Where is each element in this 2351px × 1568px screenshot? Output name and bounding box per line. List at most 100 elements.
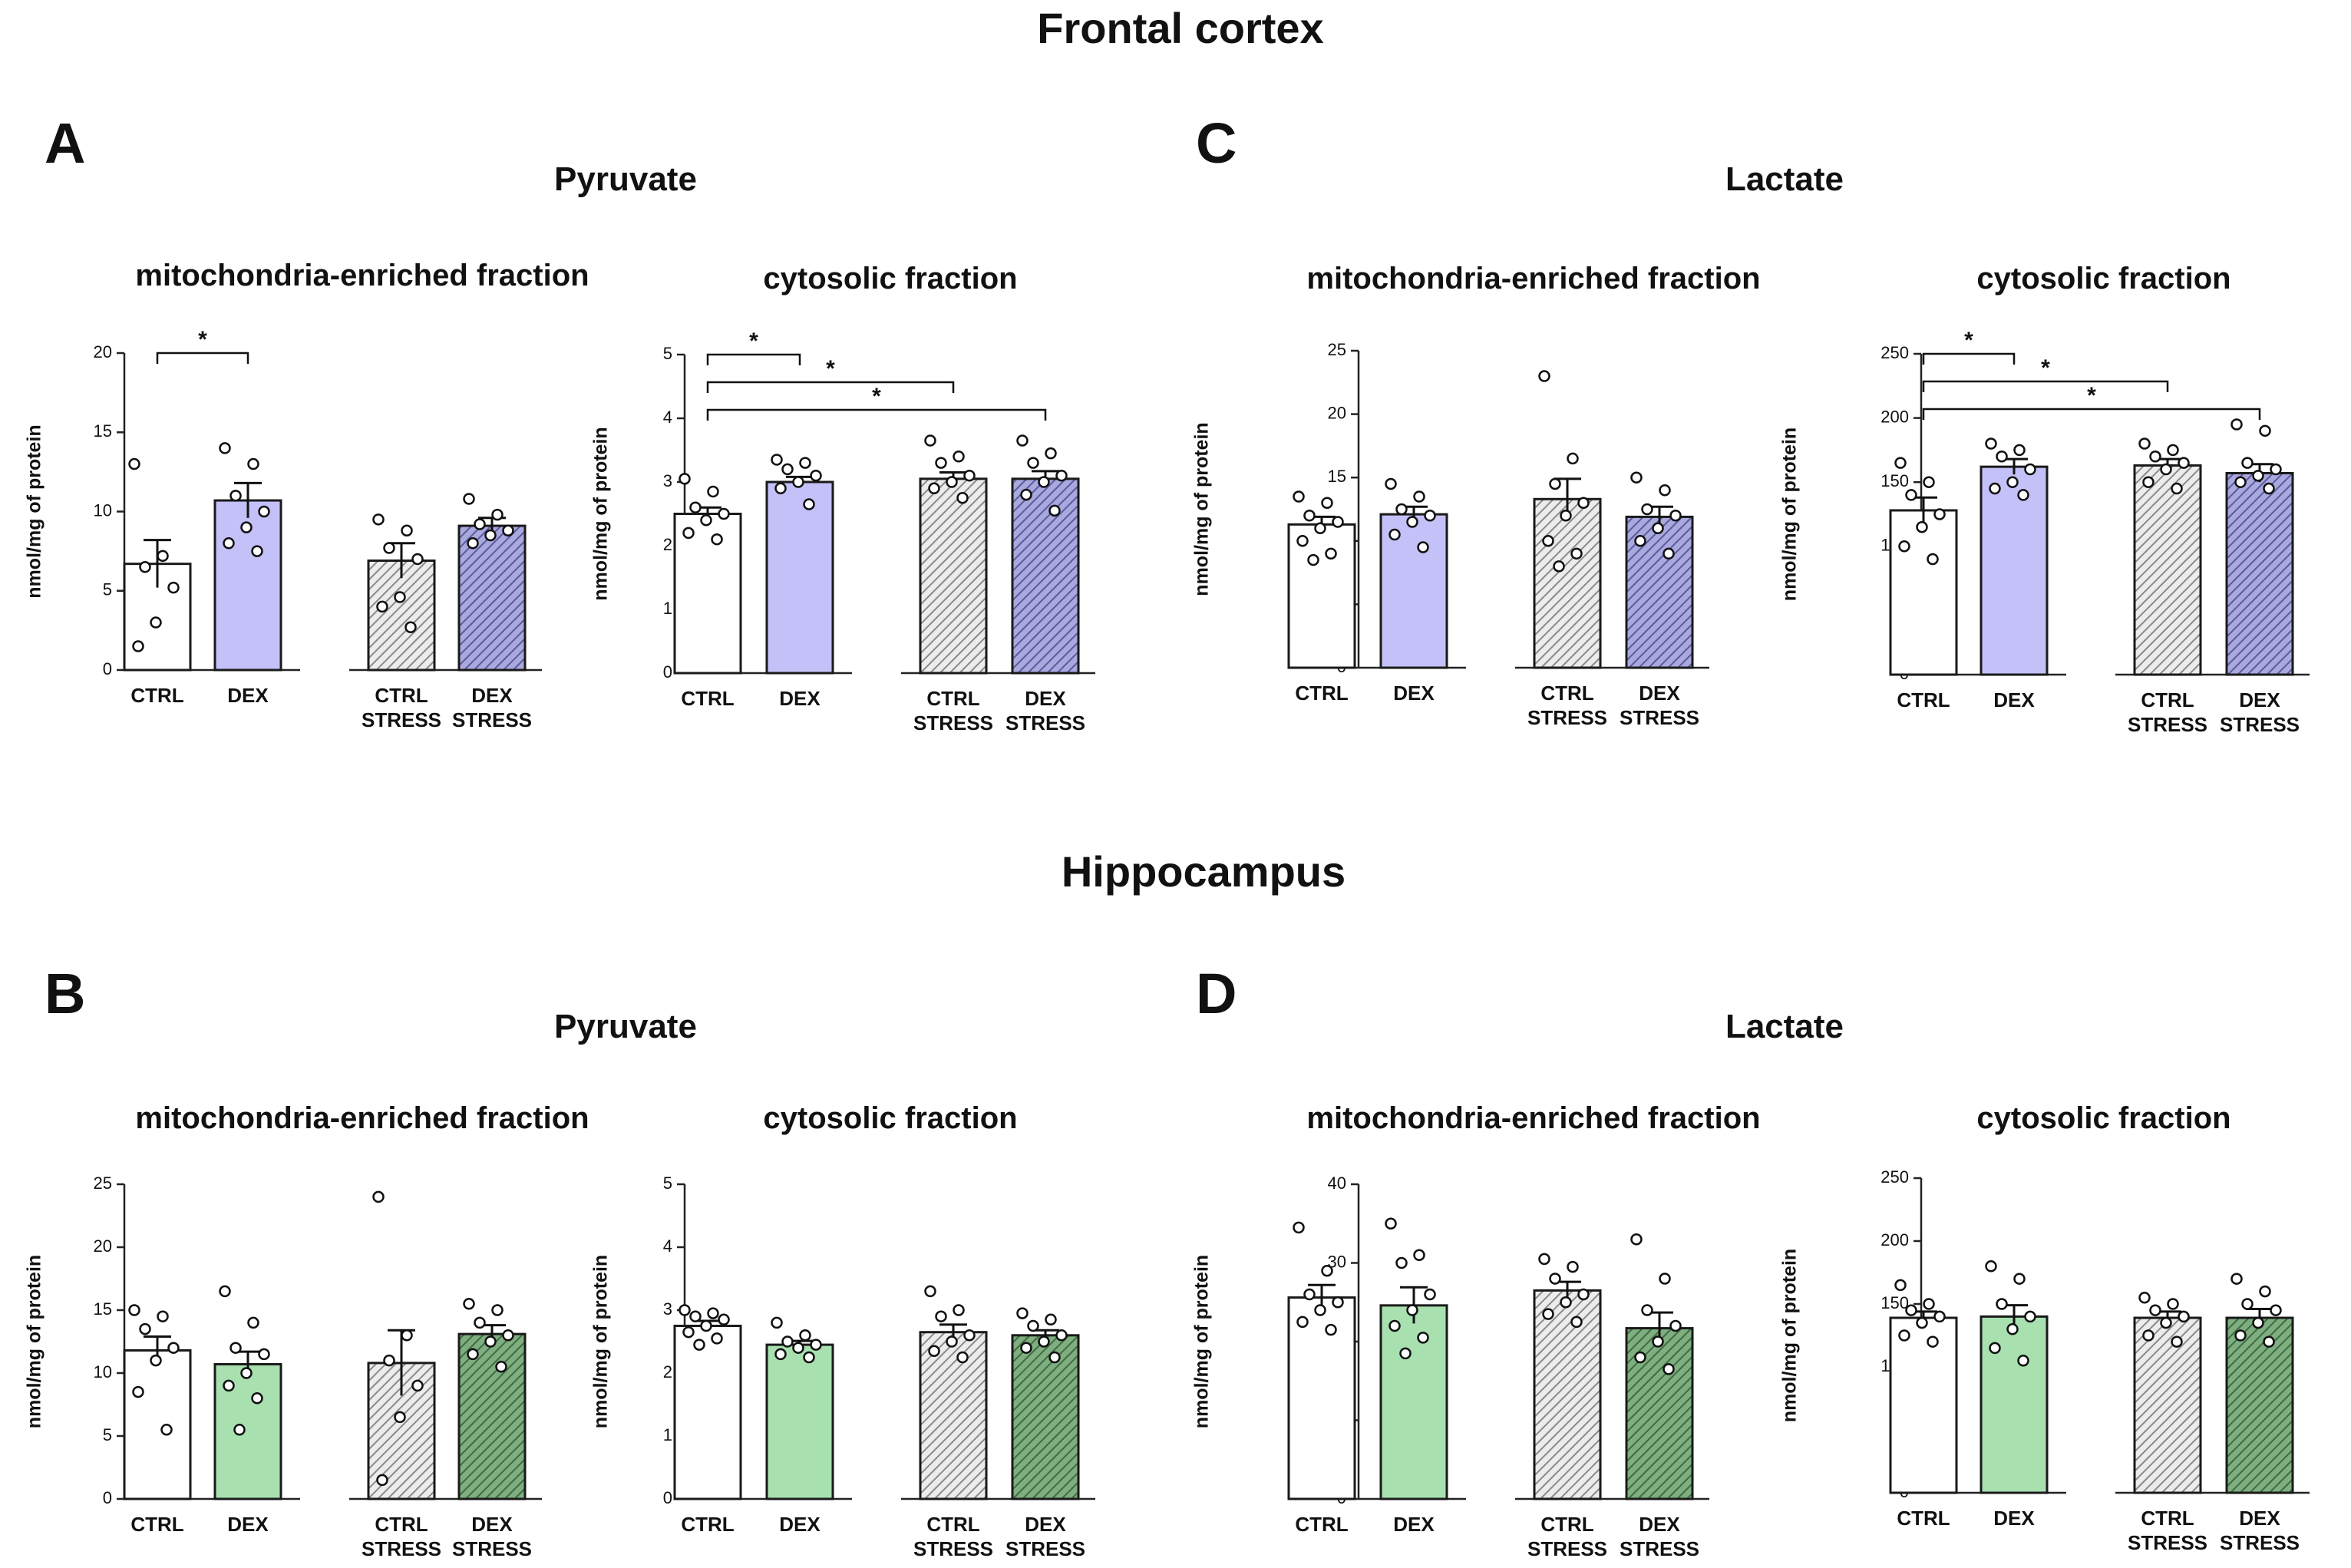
subplot-title: mitochondria-enriched fraction (1306, 262, 1760, 295)
data-point (2178, 457, 2190, 469)
x-tick-label: CTRL (375, 1513, 428, 1536)
data-point (679, 473, 691, 485)
data-point (956, 492, 969, 504)
data-point (682, 527, 695, 540)
data-point (1048, 504, 1061, 517)
data-point (491, 1304, 504, 1316)
y-tick-label: 5 (103, 1425, 112, 1444)
data-point (1549, 1273, 1561, 1285)
x-tick-label: STRESS (2128, 713, 2207, 736)
y-tick-label: 1 (663, 1425, 672, 1444)
x-tick-label: CTRL (2141, 688, 2194, 711)
data-point (935, 1310, 947, 1322)
section-title-hippocampus: Hippocampus (1062, 847, 1346, 896)
y-tick-label: 4 (663, 408, 672, 427)
data-point (474, 1316, 486, 1329)
x-tick-label: CTRL (926, 687, 979, 710)
bar-ctrl (673, 1325, 742, 1500)
x-tick-label: STRESS (1005, 711, 1085, 734)
data-point (1314, 522, 1326, 535)
data-point (247, 457, 259, 470)
x-tick-label: STRESS (2220, 1531, 2300, 1554)
data-point (1630, 1233, 1643, 1246)
data-point (1293, 1221, 1305, 1234)
x-tick-label: CTRL (681, 687, 734, 710)
x-tick-label: STRESS (452, 708, 532, 731)
x-tick-label: STRESS (913, 711, 993, 734)
data-point (167, 1342, 180, 1354)
data-point (2138, 437, 2151, 450)
data-point (1634, 1351, 1646, 1364)
data-point (258, 505, 270, 518)
data-point (1996, 1298, 2008, 1310)
y-tick-label: 0 (663, 1488, 672, 1507)
data-point (1424, 1288, 1436, 1301)
data-point (2024, 463, 2036, 476)
y-tick-label: 20 (94, 1236, 112, 1256)
data-point (953, 451, 965, 463)
data-point (700, 1319, 712, 1332)
metabolite-title-pyruvate-frontal: Pyruvate (554, 160, 697, 198)
y-tick-label: 15 (94, 421, 112, 441)
significance-label: * (2041, 355, 2050, 381)
data-point (1538, 370, 1550, 382)
bar-ctrl-stress (1533, 497, 1602, 669)
data-point (2160, 1316, 2172, 1329)
data-point (792, 476, 804, 488)
x-tick-label: STRESS (1620, 1537, 1699, 1560)
data-point (2241, 1298, 2254, 1310)
subplot-title: cytosolic fraction (763, 262, 1017, 295)
data-point (247, 1316, 259, 1329)
data-point (2142, 1329, 2155, 1342)
x-tick-label: CTRL (2141, 1507, 2194, 1530)
y-tick-label: 5 (103, 580, 112, 599)
y-tick-label: 15 (1328, 467, 1346, 486)
x-tick-label: CTRL (1295, 682, 1348, 705)
x-tick-label: DEX (471, 1513, 513, 1536)
data-point (404, 621, 417, 633)
y-tick-label: 3 (663, 1299, 672, 1319)
data-point (1307, 553, 1319, 566)
panel-letter-a: A (45, 111, 85, 175)
y-tick-label: 200 (1880, 407, 1909, 426)
data-point (383, 1354, 395, 1367)
bar-ctrl (1889, 1316, 1958, 1494)
data-point (132, 1385, 144, 1398)
y-tick-label: 250 (1880, 1167, 1909, 1187)
data-point (1293, 490, 1305, 503)
data-point (2178, 1310, 2190, 1323)
data-point (1894, 457, 1907, 469)
y-tick-label: 150 (1880, 471, 1909, 490)
data-point (711, 1332, 723, 1345)
chart-b2: cytosolic fraction nmol/mg of protein 0 1 2 3… (590, 1101, 1095, 1560)
bar-ctrl-stress (919, 1331, 988, 1500)
bar-dex (1980, 1315, 2049, 1494)
data-point (383, 542, 395, 554)
x-tick-label: CTRL (1295, 1513, 1348, 1536)
data-point (707, 485, 719, 498)
x-tick-label: DEX (1639, 1513, 1680, 1536)
significance-bracket (706, 381, 955, 393)
x-tick-label: STRESS (2220, 713, 2300, 736)
data-point (1933, 508, 1946, 520)
x-tick-label: STRESS (913, 1537, 993, 1560)
data-point (1296, 535, 1309, 547)
y-tick-label: 40 (1328, 1174, 1346, 1193)
data-point (150, 1354, 162, 1367)
data-point (2252, 1316, 2264, 1329)
data-point (372, 1190, 385, 1203)
data-point (707, 1307, 719, 1319)
data-point (1989, 482, 2001, 495)
x-tick-label: STRESS (1005, 1537, 1085, 1560)
y-tick-label: 0 (663, 662, 672, 682)
data-point (1898, 1329, 1910, 1342)
x-tick-label: STRESS (362, 1537, 441, 1560)
data-point (258, 1348, 270, 1361)
data-point (1321, 1265, 1333, 1277)
subplot-title: mitochondria-enriched fraction (1306, 1101, 1760, 1135)
data-point (128, 457, 140, 470)
data-point (1898, 540, 1910, 553)
bar-ctrl-stress (1533, 1289, 1602, 1500)
bar-dex-stress (1011, 477, 1080, 675)
